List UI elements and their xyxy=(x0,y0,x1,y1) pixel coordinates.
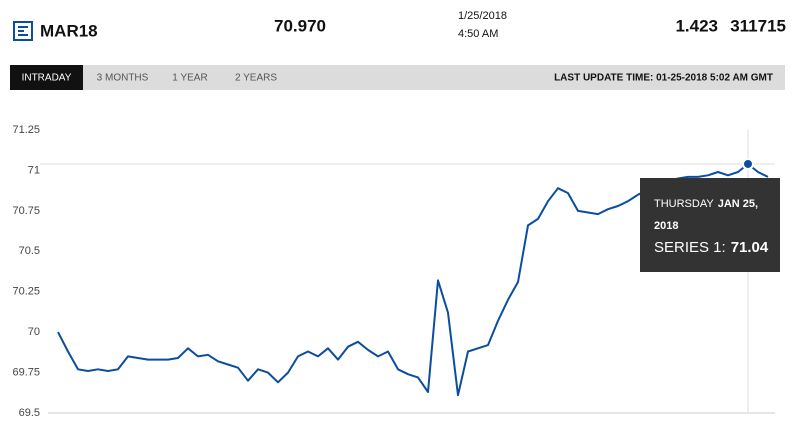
y-tick-label: 70 xyxy=(28,326,40,338)
tab[interactable]: 1 YEAR xyxy=(172,73,207,84)
tooltip-month-day: JAN 25, xyxy=(718,198,758,210)
y-tick-label: 70.5 xyxy=(19,245,40,257)
symbol-icon xyxy=(13,21,33,41)
tooltip-year: 2018 xyxy=(654,220,678,232)
tooltip-date: THURSDAY JAN 25, xyxy=(654,198,758,210)
tab[interactable]: 3 MONTHS xyxy=(97,73,149,84)
tooltip-value: 71.04 xyxy=(731,239,769,256)
y-tick-label: 71 xyxy=(28,164,40,176)
tabs: INTRADAY 3 MONTHS 1 YEAR 2 YEARS xyxy=(10,65,277,90)
volume: 311715 xyxy=(730,16,786,35)
y-tick-label: 70.25 xyxy=(12,286,40,298)
tab[interactable]: 2 YEARS xyxy=(235,73,277,84)
symbol: MAR18 xyxy=(40,21,98,40)
tooltip-day: THURSDAY xyxy=(654,198,714,210)
tooltip: THURSDAY JAN 25, 2018 SERIES 1: 71.04 xyxy=(640,178,780,272)
tab-bar xyxy=(10,65,785,90)
tooltip-value-row: SERIES 1: 71.04 xyxy=(654,239,769,256)
chart: 69.5 69.75 70 70.25 70.5 70.75 71 71.25 THURSDAY… xyxy=(12,124,780,419)
last-update: LAST UPDATE TIME: 01-25-2018 5:02 AM GMT xyxy=(554,73,773,84)
tab-active-bg xyxy=(10,65,83,90)
tooltip-series: SERIES 1: xyxy=(654,239,726,256)
y-tick-label: 71.25 xyxy=(12,124,40,136)
tooltip-bg xyxy=(640,178,780,272)
y-tick-label: 70.75 xyxy=(12,205,40,217)
quote-time: 4:50 AM xyxy=(458,28,498,40)
highlight-point xyxy=(742,157,754,170)
y-tick-label: 69.75 xyxy=(12,366,40,378)
tab[interactable]: INTRADAY xyxy=(22,73,72,84)
y-tick-label: 69.5 xyxy=(19,407,40,419)
quote-date: 1/25/2018 xyxy=(458,10,507,22)
price: 70.970 xyxy=(274,16,326,35)
change: 1.423 xyxy=(675,16,718,35)
